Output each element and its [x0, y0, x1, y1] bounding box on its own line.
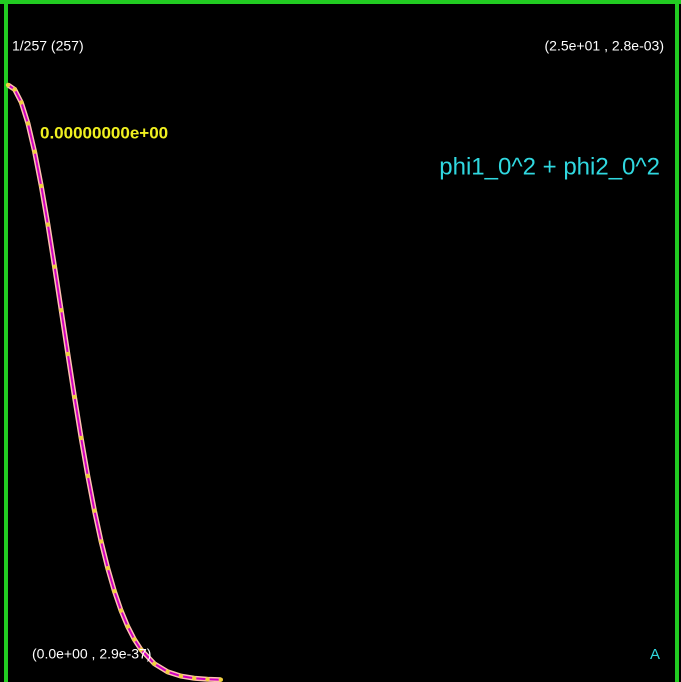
data-point: [65, 351, 71, 357]
data-point: [118, 608, 124, 613]
data-point: [138, 647, 144, 652]
border-left: [4, 0, 8, 682]
data-point: [92, 508, 97, 513]
data-point: [192, 676, 197, 681]
data-point: [32, 149, 37, 154]
data-point: [72, 394, 77, 400]
counter-label: 1/257 (257): [12, 38, 84, 54]
data-point: [39, 183, 44, 189]
data-point: [78, 435, 84, 441]
data-point: [112, 588, 117, 594]
data-point: [19, 100, 24, 105]
data-point: [59, 308, 64, 313]
data-point: [5, 82, 11, 88]
data-point: [132, 637, 137, 642]
corner-mark: A: [650, 646, 660, 663]
data-point: [45, 222, 51, 227]
plot-area: [5, 82, 223, 682]
data-point: [218, 677, 223, 682]
data-point: [98, 539, 104, 544]
title: phi1_0^2 + phi2_0^2: [439, 153, 660, 180]
border-right: [675, 0, 679, 682]
data-point: [205, 677, 210, 682]
data-point: [152, 661, 157, 666]
data-point: [105, 566, 110, 571]
top-right-label: (2.5e+01 , 2.8e-03): [545, 38, 664, 54]
data-point: [25, 121, 31, 126]
border-top: [0, 0, 681, 4]
data-point: [178, 673, 184, 679]
data-point: [52, 264, 57, 269]
data-point: [85, 473, 91, 479]
data-point: [125, 624, 130, 629]
data-point: [165, 669, 170, 674]
bottom-left-label: (0.0e+00 , 2.9e-37): [32, 646, 151, 662]
time-label: 0.00000000e+00: [40, 123, 168, 142]
data-point: [12, 87, 17, 92]
